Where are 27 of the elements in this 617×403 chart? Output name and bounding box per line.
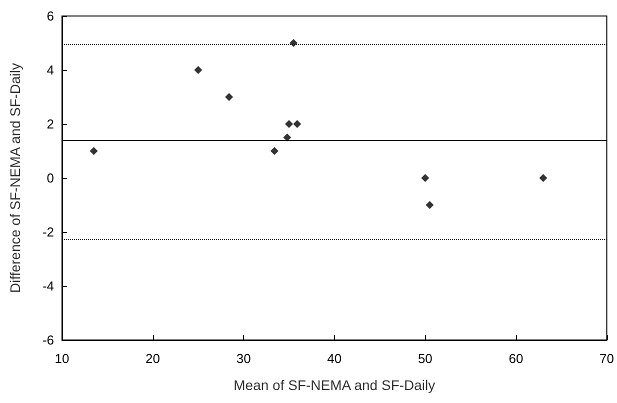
point — [194, 66, 202, 74]
point — [225, 93, 234, 101]
point — [90, 147, 98, 155]
y-tick-label: 0 — [46, 170, 54, 186]
x-tick-label: 50 — [418, 351, 432, 366]
point — [293, 120, 302, 128]
point — [284, 120, 293, 128]
y-tick-label: -2 — [42, 224, 54, 240]
x-tick-label: 60 — [508, 351, 524, 366]
point — [421, 174, 430, 182]
point — [426, 201, 434, 209]
x-tick-label: 30 — [236, 351, 251, 366]
y-axis-title: Difference of SF-NEMA and SF-Daily — [7, 62, 23, 294]
point — [283, 134, 292, 142]
y-tick-label: 6 — [46, 8, 54, 24]
y-tick-label: -4 — [42, 278, 54, 294]
y-tick-label: 2 — [46, 116, 54, 132]
x-tick-label: 20 — [146, 351, 160, 366]
y-tick-label: -6 — [42, 332, 54, 348]
x-axis-title: Mean of SF-NEMA and SF-Daily — [234, 377, 436, 393]
point — [539, 174, 548, 182]
x-tick-label: 40 — [327, 351, 342, 366]
point — [290, 39, 298, 47]
x-tick-label: 10 — [54, 351, 70, 366]
y-tick-label: 4 — [46, 62, 54, 78]
x-tick-label: 70 — [600, 351, 614, 366]
point — [270, 147, 278, 155]
